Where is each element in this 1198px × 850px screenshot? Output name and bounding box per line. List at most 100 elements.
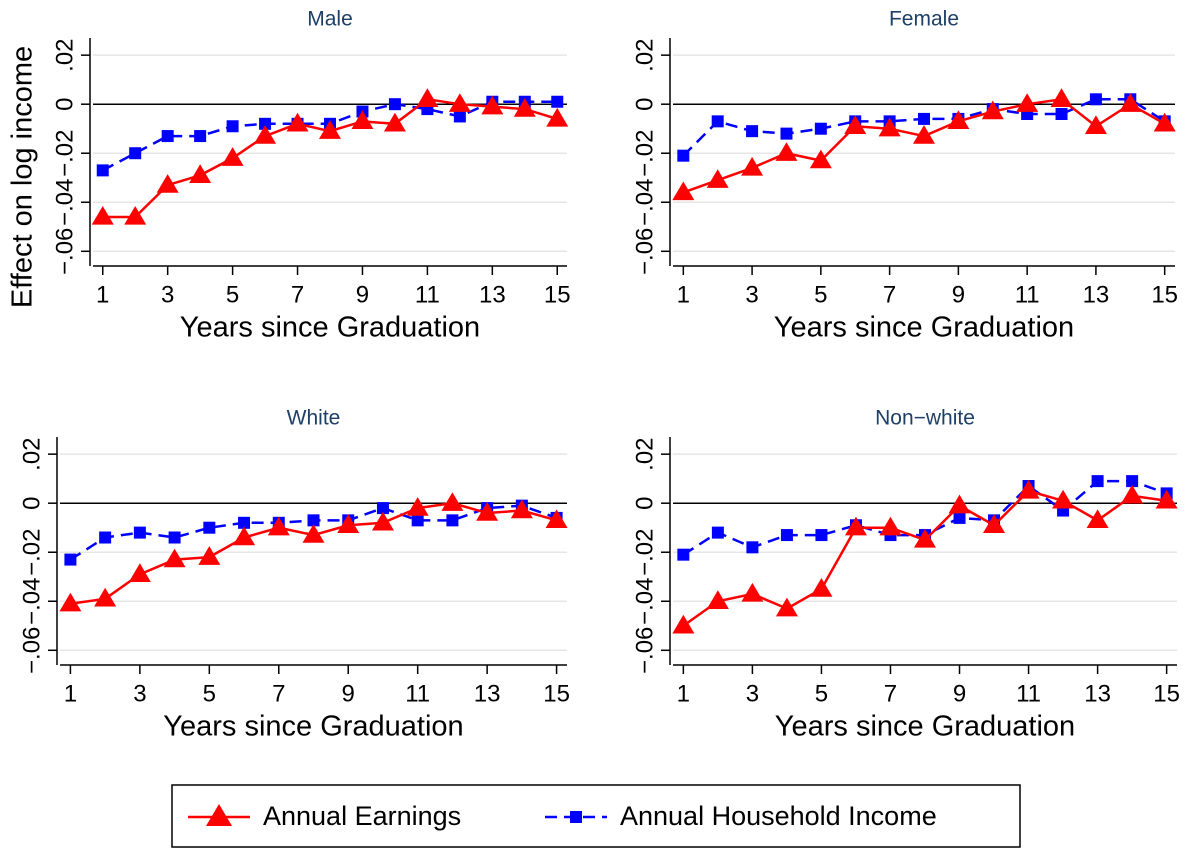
marker — [844, 115, 867, 134]
marker — [780, 529, 793, 542]
marker — [259, 117, 272, 130]
marker — [129, 147, 142, 160]
marker — [128, 563, 151, 582]
x-tick-label: 3 — [133, 680, 146, 707]
marker — [672, 181, 695, 201]
marker — [809, 149, 832, 169]
marker — [189, 164, 212, 183]
marker — [948, 494, 971, 514]
marker — [672, 614, 695, 634]
y-tick-label: −.06 — [18, 627, 45, 674]
marker — [677, 548, 690, 561]
legend-marker — [206, 804, 232, 826]
marker — [1050, 88, 1073, 107]
marker — [1155, 489, 1178, 509]
marker — [878, 117, 901, 137]
y-tick-label: −.02 — [631, 130, 658, 177]
x-tick-label: 3 — [161, 281, 174, 308]
marker — [163, 548, 186, 568]
marker — [706, 169, 729, 188]
y-tick-label: −.02 — [18, 529, 45, 576]
marker — [319, 120, 341, 139]
x-tick-label: 13 — [1083, 281, 1110, 308]
y-tick-label: −.06 — [51, 228, 78, 275]
y-tick-label: −.06 — [631, 627, 658, 674]
x-tick-label: 9 — [953, 680, 966, 707]
series-line — [682, 489, 1167, 627]
marker — [1055, 108, 1068, 120]
marker — [1091, 475, 1104, 488]
marker — [91, 205, 114, 225]
marker — [156, 174, 179, 193]
marker — [711, 115, 724, 128]
x-tick-label: 13 — [474, 680, 501, 707]
marker — [844, 516, 867, 536]
marker — [441, 492, 464, 511]
x-tick-label: 11 — [1016, 680, 1041, 707]
marker — [1119, 93, 1142, 112]
marker — [1052, 489, 1075, 509]
marker — [711, 526, 724, 539]
marker — [337, 514, 360, 533]
y-tick-label: 0 — [51, 98, 78, 111]
x-axis-label: Years since Graduation — [163, 711, 463, 743]
x-tick-label: 11 — [415, 281, 440, 308]
marker — [406, 497, 429, 516]
marker — [233, 526, 256, 546]
marker — [161, 130, 174, 143]
series-line — [102, 97, 558, 219]
x-tick-label: 5 — [815, 680, 828, 707]
marker — [983, 514, 1006, 533]
marker — [168, 531, 181, 544]
marker — [775, 597, 798, 617]
marker — [1021, 108, 1034, 120]
x-tick-label: 15 — [1153, 680, 1180, 707]
y-tick-label: −.06 — [631, 228, 658, 275]
marker — [453, 110, 466, 123]
x-tick-label: 1 — [96, 281, 109, 308]
marker — [746, 125, 759, 138]
marker — [59, 592, 82, 612]
marker — [677, 149, 690, 162]
y-tick-label: 0 — [631, 497, 658, 510]
x-tick-label: 5 — [203, 680, 216, 707]
y-tick-label: .02 — [18, 437, 45, 470]
x-axis-label: Years since Graduation — [774, 312, 1074, 344]
marker — [94, 587, 117, 607]
x-tick-label: 5 — [814, 281, 827, 308]
x-tick-label: 7 — [883, 281, 896, 308]
marker — [551, 95, 564, 108]
marker — [476, 502, 499, 521]
marker — [286, 112, 309, 132]
x-axis-label: Years since Graduation — [180, 312, 480, 344]
y-tick-label: −.04 — [51, 179, 78, 226]
x-tick-label: 1 — [677, 281, 690, 308]
marker — [96, 164, 109, 177]
legend-box — [171, 784, 1021, 848]
marker — [124, 205, 147, 225]
y-tick-label: −.02 — [51, 130, 78, 177]
marker — [914, 528, 936, 548]
marker — [1089, 93, 1102, 106]
marker — [918, 112, 930, 125]
marker — [416, 88, 439, 107]
marker — [238, 516, 251, 529]
x-tick-label: 11 — [1015, 281, 1040, 308]
legend-label: Annual Earnings — [263, 801, 461, 831]
y-tick-label: 0 — [631, 98, 658, 111]
x-tick-label: 3 — [745, 281, 758, 308]
y-axis-label: Effect on log income — [7, 46, 39, 308]
marker — [1084, 115, 1107, 134]
marker — [746, 541, 759, 554]
x-tick-label: 7 — [272, 680, 285, 707]
y-tick-label: .02 — [631, 437, 658, 470]
marker — [706, 590, 729, 609]
x-tick-label: 1 — [64, 680, 77, 707]
marker — [545, 509, 568, 529]
marker — [815, 529, 828, 542]
marker — [133, 526, 146, 539]
marker — [741, 156, 764, 176]
marker — [1017, 479, 1040, 499]
marker — [307, 514, 320, 527]
